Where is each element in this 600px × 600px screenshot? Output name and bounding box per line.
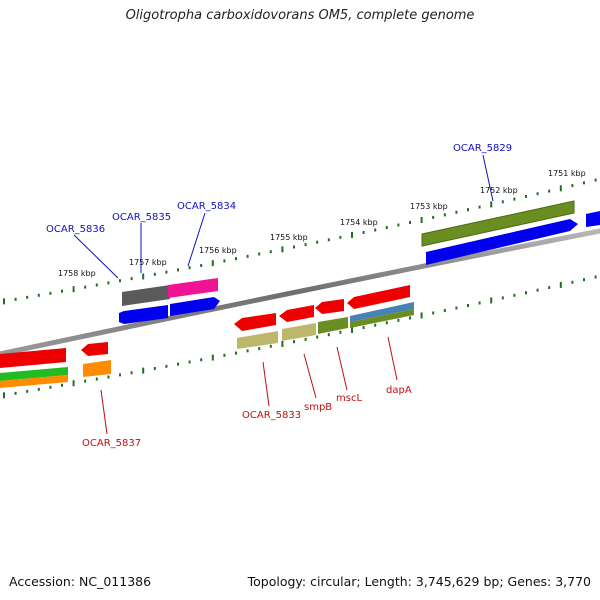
gene-feature[interactable] [421, 200, 575, 247]
genome-summary: Topology: circular; Length: 3,745,629 bp… [247, 574, 591, 589]
gene-label[interactable]: OCAR_5836 [46, 224, 105, 235]
upper-genes [119, 200, 600, 324]
leader-lines [73, 154, 494, 435]
map-title: Oligotropha carboxidovorans OM5, complet… [125, 8, 475, 23]
lower-genes [0, 285, 414, 388]
kbp-label: 1757 kbp [129, 258, 167, 267]
upper-gene-labels: OCAR_5829 OCAR_5834 OCAR_5835 OCAR_5836 [46, 143, 512, 235]
kbp-label: 1755 kbp [270, 233, 308, 242]
gene-feature[interactable] [279, 305, 314, 322]
kbp-label: 1758 kbp [58, 269, 96, 278]
gene-label[interactable]: smpB [304, 402, 332, 413]
gene-feature[interactable] [122, 285, 170, 306]
gene-feature[interactable] [347, 285, 410, 309]
gene-label[interactable]: dapA [386, 385, 412, 396]
gene-feature[interactable] [0, 375, 68, 388]
lower-scale-ticks [3, 275, 597, 399]
gene-label[interactable]: OCAR_5837 [82, 438, 141, 449]
gene-feature[interactable] [119, 305, 168, 324]
accession-label: Accession: NC_011386 [9, 574, 152, 589]
gene-feature[interactable] [586, 211, 600, 227]
gene-feature[interactable] [318, 317, 348, 334]
gene-feature[interactable] [83, 360, 111, 377]
kbp-labels: 1751 kbp 1752 kbp 1753 kbp 1754 kbp 1755… [58, 169, 586, 278]
gene-feature[interactable] [426, 219, 578, 265]
gene-feature[interactable] [350, 309, 414, 328]
gene-feature[interactable] [315, 299, 344, 314]
gene-feature[interactable] [350, 302, 414, 322]
gene-feature[interactable] [234, 313, 276, 331]
gene-feature[interactable] [81, 342, 108, 356]
gene-feature[interactable] [0, 348, 66, 368]
gene-label[interactable]: OCAR_5834 [177, 201, 236, 212]
gene-feature[interactable] [168, 278, 218, 298]
genome-backbone [0, 228, 600, 357]
kbp-label: 1752 kbp [480, 186, 518, 195]
gene-feature[interactable] [282, 323, 316, 341]
gene-feature[interactable] [237, 331, 278, 349]
gene-label[interactable]: OCAR_5833 [242, 410, 301, 421]
gene-feature[interactable] [0, 367, 68, 381]
kbp-label: 1753 kbp [410, 202, 448, 211]
gene-feature[interactable] [170, 297, 220, 316]
kbp-label: 1756 kbp [199, 246, 237, 255]
lower-gene-labels: OCAR_5833 smpB mscL dapA OCAR_5837 [82, 385, 412, 449]
upper-scale-ticks [3, 178, 597, 305]
gene-label[interactable]: OCAR_5835 [112, 212, 171, 223]
gene-label[interactable]: OCAR_5829 [453, 143, 512, 154]
kbp-label: 1754 kbp [340, 218, 378, 227]
gene-label[interactable]: mscL [336, 393, 362, 404]
kbp-label: 1751 kbp [548, 169, 586, 178]
